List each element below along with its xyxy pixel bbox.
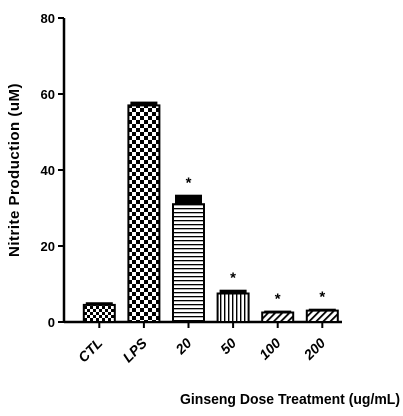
y-tick-label: 60 <box>41 87 55 102</box>
error-bar <box>219 289 247 294</box>
bar-20 <box>172 203 205 323</box>
bar-lps <box>127 104 161 324</box>
x-tick-label: LPS <box>119 334 150 365</box>
bar-ctl <box>82 303 116 323</box>
bar-100 <box>261 311 295 323</box>
significance-marker: * <box>319 289 325 306</box>
x-tick-label: 20 <box>172 335 195 358</box>
y-tick-label: 20 <box>41 239 55 254</box>
y-tick-label: 80 <box>41 11 55 26</box>
significance-marker: * <box>275 291 281 308</box>
x-axis-label: Ginseng Dose Treatment (ug/mL) <box>180 391 400 408</box>
x-tick-label: 50 <box>217 335 239 357</box>
x-tick-label: CTL <box>75 335 106 366</box>
y-tick-label: 40 <box>41 163 55 178</box>
bars-group <box>82 101 339 324</box>
error-bar <box>130 101 158 106</box>
error-bar <box>85 302 113 305</box>
y-axis-label: Nitrite Production (uM) <box>6 83 23 257</box>
y-tick-label: 0 <box>48 315 55 330</box>
significance-marker: * <box>186 175 192 192</box>
bar-50 <box>216 292 250 323</box>
error-bar <box>175 194 202 205</box>
x-tick-label: 100 <box>256 335 284 363</box>
significance-marker: * <box>230 270 236 287</box>
x-tick-label: 200 <box>300 335 329 364</box>
bar-200 <box>305 309 339 324</box>
